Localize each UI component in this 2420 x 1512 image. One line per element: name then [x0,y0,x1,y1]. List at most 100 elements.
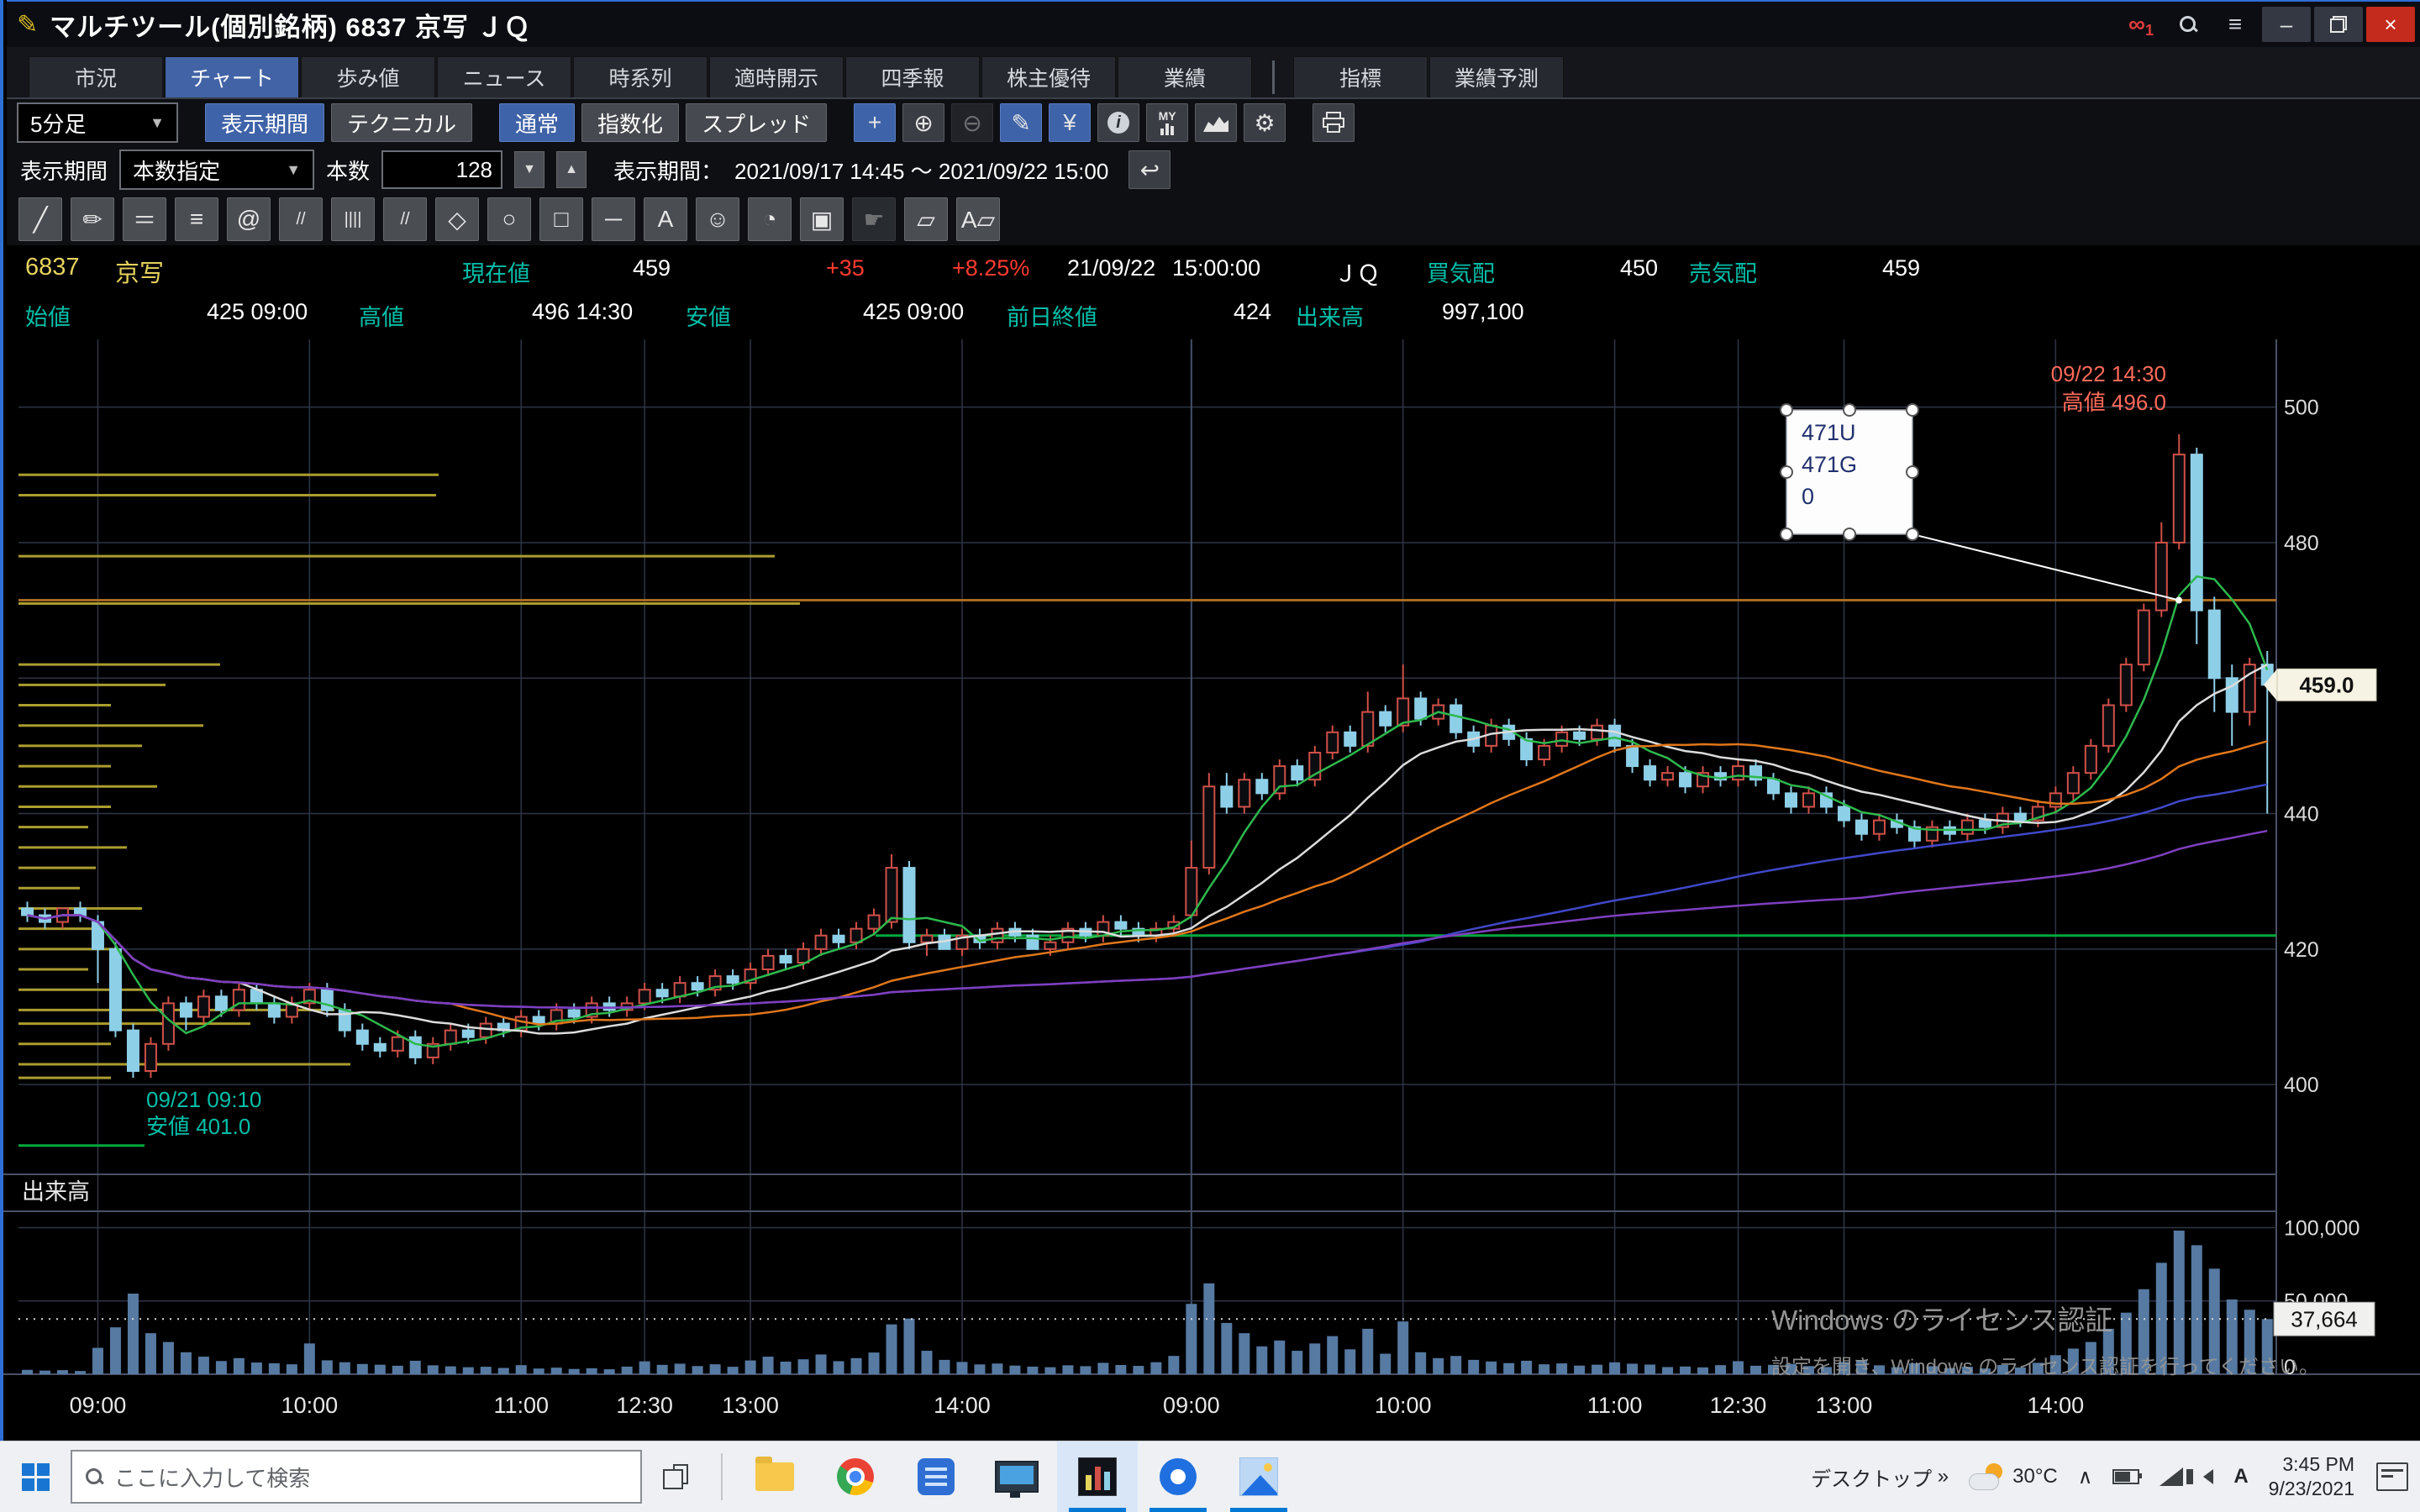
settings-wrench-icon[interactable]: ⚙ [1244,103,1286,142]
weather-icon [1969,1463,2004,1490]
vertical-grid-tool-icon[interactable]: |||| [331,197,375,241]
tab-指標[interactable]: 指標 [1293,56,1428,97]
multi-lines-tool-icon[interactable]: ≡ [175,197,218,241]
ellipse-tool-icon[interactable]: ○ [487,197,531,241]
svg-text:471U: 471U [1802,420,1856,445]
note-annotation-box[interactable]: 471U 471G 0 [1780,403,2182,604]
tab-group-divider [1272,60,1275,94]
taskbar-search-input[interactable]: ここに入力して検索 [71,1450,642,1504]
remote-desktop-icon[interactable] [976,1441,1057,1512]
range-label: 表示期間： [613,158,723,184]
tab-適時開示[interactable]: 適時開示 [709,56,844,97]
my-chart-icon[interactable]: MY [1146,103,1189,142]
chrome-icon[interactable] [815,1441,896,1512]
trading-app-icon[interactable] [1057,1441,1138,1512]
count-label: 本数 [326,158,371,184]
network-icon[interactable] [2149,1441,2193,1512]
document-app-icon[interactable] [896,1441,976,1512]
last-price: 459 [633,255,671,281]
drawn-hlines[interactable] [18,599,2276,1147]
draw-pencil-icon[interactable]: ✎ [1000,103,1043,142]
menu-icon[interactable]: ≡ [2228,11,2243,37]
action-center-icon[interactable] [2376,1462,2408,1491]
tab-ニュース[interactable]: ニュース [437,56,571,97]
hand-select-tool-icon[interactable]: ☛ [852,197,896,241]
text-tool-icon[interactable]: A [644,197,687,241]
ime-indicator[interactable]: A [2233,1465,2249,1488]
volume-bars [22,1230,2273,1374]
battery-icon[interactable] [2102,1441,2149,1512]
price-volume-chart[interactable]: 50048046044042040009:0010:0011:0012:3013… [3,334,2420,1423]
indexed-mode-button[interactable]: 指数化 [581,103,680,142]
rectangle-tool-icon[interactable]: □ [539,197,583,241]
ask-label: 売気配 [1689,261,1757,286]
drawing-toolbar: ╱ ✏ ＝ ≡ @//||||//◇ ○ □ ─ A ☺ ◔ ▣ ☛ ▱ A▱ [7,193,2420,245]
timeframe-select[interactable]: 5分足 ▼ [17,102,178,143]
link-icon[interactable]: ∞ 1 [2128,11,2154,39]
area-chart-icon[interactable] [1195,103,1238,142]
technical-button[interactable]: テクニカル [331,103,473,142]
fibonacci-spiral-tool-icon[interactable]: @ [227,197,271,241]
normal-mode-button[interactable]: 通常 [499,103,576,142]
period-mode-select[interactable]: 本数指定 ▼ [119,150,315,190]
speaker-icon[interactable] [2186,1441,2223,1512]
tab-株主優待[interactable]: 株主優待 [981,56,1116,97]
search-icon[interactable] [2165,7,2212,42]
svg-text:420: 420 [2284,938,2319,962]
svg-text:安値 401.0: 安値 401.0 [146,1114,250,1139]
time-cycle-tool-icon[interactable]: ◔ [748,197,792,241]
zoom-out-icon[interactable]: ⊖ [951,103,994,142]
tab-時系列[interactable]: 時系列 [573,56,708,97]
weather-widget[interactable]: 30°C [1959,1441,2068,1512]
close-button[interactable]: × [2366,7,2415,42]
count-input[interactable]: 128 [381,150,503,189]
minimize-button[interactable]: – [2262,7,2311,42]
fan-lines-tool-icon[interactable]: // [279,197,323,241]
stock-name: 京写 [115,260,165,287]
quote-time: 15:00:00 [1172,255,1261,281]
file-explorer-icon[interactable] [734,1441,815,1512]
photos-app-icon[interactable] [1218,1441,1299,1512]
pentagon-tool-icon[interactable]: ◇ [435,197,479,241]
start-button[interactable] [0,1441,71,1512]
spread-mode-button[interactable]: スプレッド [686,103,828,142]
trendline-tool-icon[interactable]: ╱ [18,197,62,241]
tab-業績予測[interactable]: 業績予測 [1429,56,1564,97]
tray-expand-icon[interactable]: ∧ [2077,1465,2093,1488]
display-period-button[interactable]: 表示期間 [205,103,325,142]
media-player-icon[interactable] [1138,1441,1218,1512]
chart-toolbar: 5分足 ▼ 表示期間 テクニカル 通常 指数化 スプレッド + ⊕ ⊖ ✎ ¥ i… [7,99,2420,146]
restore-button[interactable] [2314,7,2363,42]
tab-市況[interactable]: 市況 [29,56,163,97]
fan-lines-2-tool-icon[interactable]: // [383,197,427,241]
low-label: 安値 [686,305,731,330]
erase-all-tool-icon[interactable]: A▱ [956,197,1000,241]
copy-tool-icon[interactable]: ▣ [800,197,844,241]
horizontal-line-tool-icon[interactable]: ─ [592,197,635,241]
count-up-spinner[interactable]: ▲ [556,151,587,188]
svg-text:440: 440 [2284,803,2319,827]
print-icon[interactable] [1313,103,1355,142]
zoom-in-icon[interactable]: ⊕ [902,103,945,142]
undo-icon[interactable]: ↩ [1128,150,1171,189]
taskbar-clock[interactable]: 3:45 PM 9/23/2021 [2259,1441,2365,1512]
bid-price: 450 [1620,255,1659,281]
eraser-tool-icon[interactable]: ▱ [904,197,948,241]
desktop-peek-label[interactable]: デスクトップ » [1811,1465,1949,1491]
yen-axis-icon[interactable]: ¥ [1049,103,1092,142]
crosshair-add-icon[interactable]: + [854,103,897,142]
ruler-tool-icon[interactable]: ✏ [71,197,114,241]
parallel-lines-tool-icon[interactable]: ＝ [123,197,166,241]
tab-四季報[interactable]: 四季報 [845,56,980,97]
search-icon [86,1468,103,1485]
info-icon[interactable]: i [1097,103,1140,142]
svg-text:13:00: 13:00 [1816,1393,1873,1418]
high-label: 高値 [359,305,404,330]
tab-歩み値[interactable]: 歩み値 [301,56,435,97]
count-down-spinner[interactable]: ▼ [514,151,545,188]
task-view-button[interactable] [642,1441,709,1512]
tab-業績[interactable]: 業績 [1118,56,1252,97]
icon-stamp-tool-icon[interactable]: ☺ [696,197,739,241]
tab-チャート[interactable]: チャート [165,56,299,97]
quote-date: 21/09/22 [1067,255,1156,281]
